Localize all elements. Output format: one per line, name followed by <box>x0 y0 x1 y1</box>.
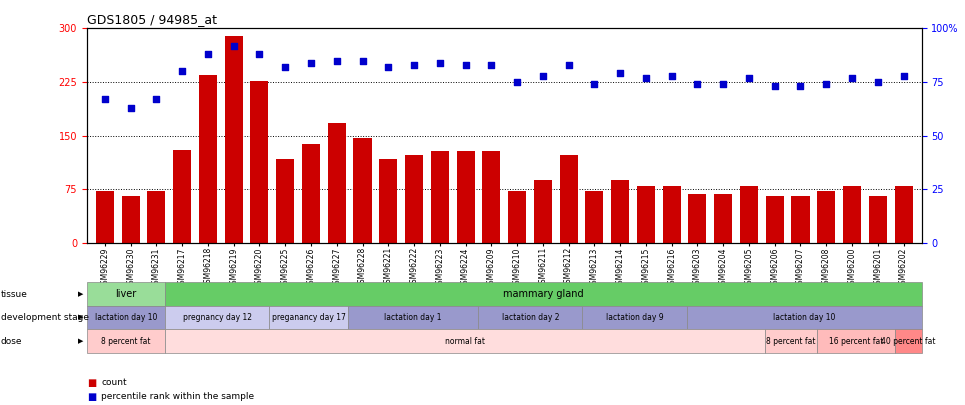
Bar <box>560 155 578 243</box>
Text: 16 percent fat: 16 percent fat <box>829 337 884 345</box>
Bar <box>509 192 526 243</box>
Point <box>432 60 448 66</box>
Point <box>355 58 371 64</box>
Point <box>870 79 886 85</box>
Bar <box>688 194 706 243</box>
Point <box>200 51 215 58</box>
Text: mammary gland: mammary gland <box>503 289 584 299</box>
Text: lactation day 10: lactation day 10 <box>95 313 157 322</box>
Text: development stage: development stage <box>1 313 89 322</box>
Point <box>510 79 525 85</box>
Point <box>483 62 499 68</box>
Text: 8 percent fat: 8 percent fat <box>101 337 151 345</box>
Bar <box>251 81 268 243</box>
Bar <box>895 186 913 243</box>
Text: dose: dose <box>1 337 22 345</box>
Text: pregnancy day 12: pregnancy day 12 <box>182 313 252 322</box>
Text: preganancy day 17: preganancy day 17 <box>271 313 345 322</box>
Point <box>767 83 783 90</box>
Text: lactation day 10: lactation day 10 <box>773 313 836 322</box>
Point <box>613 70 628 77</box>
Bar <box>96 192 114 243</box>
Bar <box>122 196 140 243</box>
Text: ■: ■ <box>87 392 96 402</box>
Point <box>252 51 267 58</box>
Point <box>896 72 911 79</box>
Point <box>561 62 576 68</box>
Text: count: count <box>101 378 127 387</box>
Text: tissue: tissue <box>1 290 28 298</box>
Point <box>149 96 164 102</box>
Text: lactation day 1: lactation day 1 <box>384 313 442 322</box>
Bar <box>456 151 475 243</box>
Bar <box>379 159 398 243</box>
Point <box>303 60 318 66</box>
Bar <box>148 192 165 243</box>
Text: ■: ■ <box>87 378 96 388</box>
Bar <box>714 194 732 243</box>
Point <box>536 72 551 79</box>
Bar <box>611 180 629 243</box>
Text: 8 percent fat: 8 percent fat <box>766 337 815 345</box>
Bar <box>328 123 345 243</box>
Text: lactation day 2: lactation day 2 <box>502 313 559 322</box>
Text: ▶: ▶ <box>77 338 83 344</box>
Bar <box>405 155 423 243</box>
Bar <box>225 36 243 243</box>
Point <box>278 64 293 70</box>
Text: lactation day 9: lactation day 9 <box>606 313 664 322</box>
Point <box>793 83 809 90</box>
Point <box>329 58 345 64</box>
Bar <box>817 192 836 243</box>
Bar <box>173 150 191 243</box>
Point <box>457 62 473 68</box>
Bar <box>276 159 294 243</box>
Point <box>406 62 422 68</box>
Bar <box>663 186 680 243</box>
Text: normal fat: normal fat <box>445 337 485 345</box>
Point <box>638 75 653 81</box>
Text: ▶: ▶ <box>77 315 83 320</box>
Bar <box>482 151 500 243</box>
Bar <box>843 186 861 243</box>
Point <box>690 81 705 87</box>
Text: percentile rank within the sample: percentile rank within the sample <box>101 392 255 401</box>
Bar <box>740 186 758 243</box>
Text: GDS1805 / 94985_at: GDS1805 / 94985_at <box>87 13 217 26</box>
Text: liver: liver <box>116 289 137 299</box>
Text: ▶: ▶ <box>77 291 83 297</box>
Point <box>226 42 241 49</box>
Point <box>741 75 757 81</box>
Point <box>664 72 679 79</box>
Point <box>715 81 731 87</box>
Bar <box>765 196 784 243</box>
Bar <box>637 186 655 243</box>
Point <box>587 81 602 87</box>
Point <box>818 81 834 87</box>
Bar <box>302 144 320 243</box>
Point <box>97 96 113 102</box>
Bar <box>199 75 217 243</box>
Bar <box>534 180 552 243</box>
Bar <box>868 196 887 243</box>
Point <box>175 68 190 75</box>
Point <box>123 104 138 111</box>
Bar <box>353 138 372 243</box>
Text: 40 percent fat: 40 percent fat <box>881 337 936 345</box>
Point <box>844 75 860 81</box>
Point <box>380 64 396 70</box>
Bar <box>586 192 603 243</box>
Bar <box>791 196 810 243</box>
Bar <box>430 151 449 243</box>
